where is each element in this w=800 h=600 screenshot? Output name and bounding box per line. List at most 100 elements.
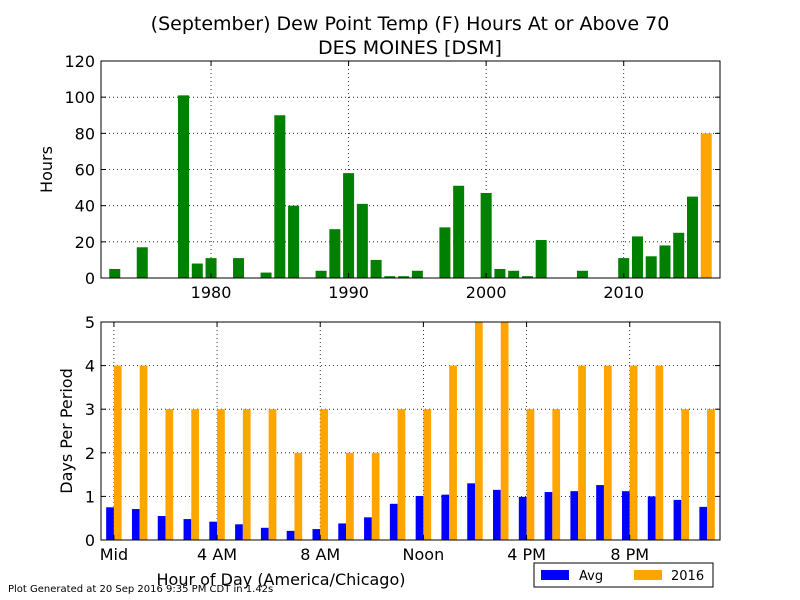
x-tick-label: 1990 — [328, 283, 369, 302]
bar-avg-hour-11 — [389, 503, 398, 540]
bar-year-1973 — [109, 268, 121, 278]
bar-2016-hour-8 — [320, 409, 328, 540]
y-tick-label: 5 — [85, 313, 95, 332]
bar-year-2000 — [480, 193, 492, 278]
bar-year-2003 — [521, 276, 533, 278]
bar-2016-hour-0 — [113, 365, 122, 540]
bar-year-1992 — [370, 259, 382, 278]
bar-year-1997 — [439, 227, 451, 278]
bar-year-1998 — [453, 185, 465, 278]
y-axis-label: Days Per Period — [57, 368, 76, 494]
bar-avg-hour-18 — [570, 491, 579, 540]
bar-year-2007 — [576, 270, 588, 278]
bar-year-2002 — [508, 270, 520, 278]
y-tick-label: 3 — [85, 400, 95, 419]
x-tick-label: 8 AM — [300, 545, 340, 564]
bar-year-1980 — [205, 258, 217, 278]
bar-avg-hour-16 — [518, 496, 527, 540]
bar-year-1990 — [343, 173, 355, 278]
bar-2016-hour-10 — [371, 452, 380, 540]
bar-2016-hour-9 — [346, 452, 354, 540]
y-tick-label: 100 — [64, 88, 95, 107]
x-tick-label: 2000 — [466, 283, 507, 302]
hourly-days-chart: 0 1 2 3 4 5 Mid 4 AM 8 AM Noon 4 PM 8 PM Days Per Pe… — [57, 313, 721, 589]
bar-2016-hour-7 — [294, 452, 303, 540]
y-tick-label: 40 — [75, 197, 95, 216]
bar-avg-hour-20 — [621, 491, 630, 540]
bar-year-2001 — [494, 268, 506, 278]
bar-2016-hour-22 — [681, 409, 690, 540]
bar-year-1995 — [411, 270, 423, 278]
bar-2016-hour-15 — [500, 322, 509, 540]
bar-2016-hour-19 — [603, 365, 612, 540]
bar-2016-hour-14 — [474, 322, 483, 540]
bar-year-2011 — [631, 236, 643, 278]
y-tick-label: 4 — [85, 357, 95, 376]
bar-year-1985 — [274, 115, 286, 278]
bar-year-2016 — [700, 133, 712, 278]
legend-swatch-2016 — [634, 570, 662, 580]
bar-avg-hour-3 — [183, 519, 192, 540]
y-tick-label: 0 — [85, 269, 95, 288]
x-tick-label: 4 PM — [507, 545, 546, 564]
bar-2016-hour-20 — [629, 365, 638, 540]
bar-year-1988 — [315, 270, 327, 278]
bar-year-1989 — [329, 229, 341, 278]
chart-title-line2: DES MOINES [DSM] — [318, 37, 502, 59]
bar-avg-hour-21 — [647, 496, 656, 540]
bar-avg-hour-10 — [364, 517, 372, 540]
bar-2016-hour-21 — [655, 365, 664, 540]
y-tick-label: 0 — [85, 531, 95, 550]
x-tick-label: Mid — [100, 545, 128, 564]
bar-avg-hour-13 — [441, 494, 450, 540]
bar-avg-hour-5 — [235, 524, 243, 540]
yearly-hours-chart: 0 20 40 60 80 100 120 1980 1990 2000 2010 Hours — [37, 52, 721, 302]
plot-frame — [100, 321, 721, 541]
x-tick-label: 8 PM — [610, 545, 649, 564]
bar-year-1978 — [178, 95, 190, 278]
x-tick-label: 4 AM — [197, 545, 237, 564]
bar-2016-hour-18 — [578, 365, 586, 540]
plot-generated-footer: Plot Generated at 20 Sep 2016 9:35 PM CD… — [8, 584, 274, 595]
bar-2016-hour-11 — [397, 409, 406, 540]
y-tick-label: 60 — [75, 161, 95, 180]
chart-legend: Avg 2016 — [533, 562, 714, 588]
legend-label-avg: Avg — [579, 569, 603, 584]
bar-year-1975 — [136, 247, 148, 278]
y-tick-label: 80 — [75, 124, 95, 143]
bar-avg-hour-6 — [260, 527, 269, 540]
bar-2016-hour-13 — [449, 365, 457, 540]
legend-label-2016: 2016 — [671, 569, 704, 584]
y-axis-label: Hours — [37, 146, 56, 193]
bar-year-2013 — [659, 245, 671, 278]
bar-avg-hour-22 — [673, 499, 682, 540]
bar-avg-hour-8 — [312, 529, 321, 540]
bar-year-1991 — [356, 203, 368, 278]
bar-2016-hour-12 — [423, 409, 432, 540]
x-tick-label: 2010 — [603, 283, 644, 302]
y-tick-label: 120 — [64, 52, 95, 71]
bar-2016-hour-1 — [139, 365, 148, 540]
x-axis-label: Hour of Day (America/Chicago) — [157, 570, 406, 589]
legend-swatch-avg — [541, 570, 569, 580]
y-tick-label: 20 — [75, 233, 95, 252]
bar-avg-hour-2 — [157, 516, 166, 540]
bar-avg-hour-7 — [286, 530, 295, 540]
bar-2016-hour-4 — [217, 409, 225, 540]
bar-avg-hour-15 — [493, 489, 501, 540]
chart-title-line1: (September) Dew Point Temp (F) Hours At … — [151, 13, 670, 35]
bar-year-1979 — [191, 263, 203, 278]
bar-2016-hour-17 — [552, 409, 561, 540]
bar-year-1994 — [398, 276, 410, 278]
bar-2016-hour-6 — [268, 409, 277, 540]
bar-year-1982 — [233, 258, 245, 278]
bar-year-1984 — [260, 272, 272, 278]
bar-year-2010 — [618, 258, 630, 278]
bar-year-2004 — [535, 240, 547, 278]
bar-2016-hour-2 — [165, 409, 174, 540]
bar-avg-hour-4 — [209, 521, 218, 540]
y-tick-label: 1 — [85, 487, 95, 506]
y-tick-label: 2 — [85, 444, 95, 463]
bar-2016-hour-23 — [707, 409, 715, 540]
